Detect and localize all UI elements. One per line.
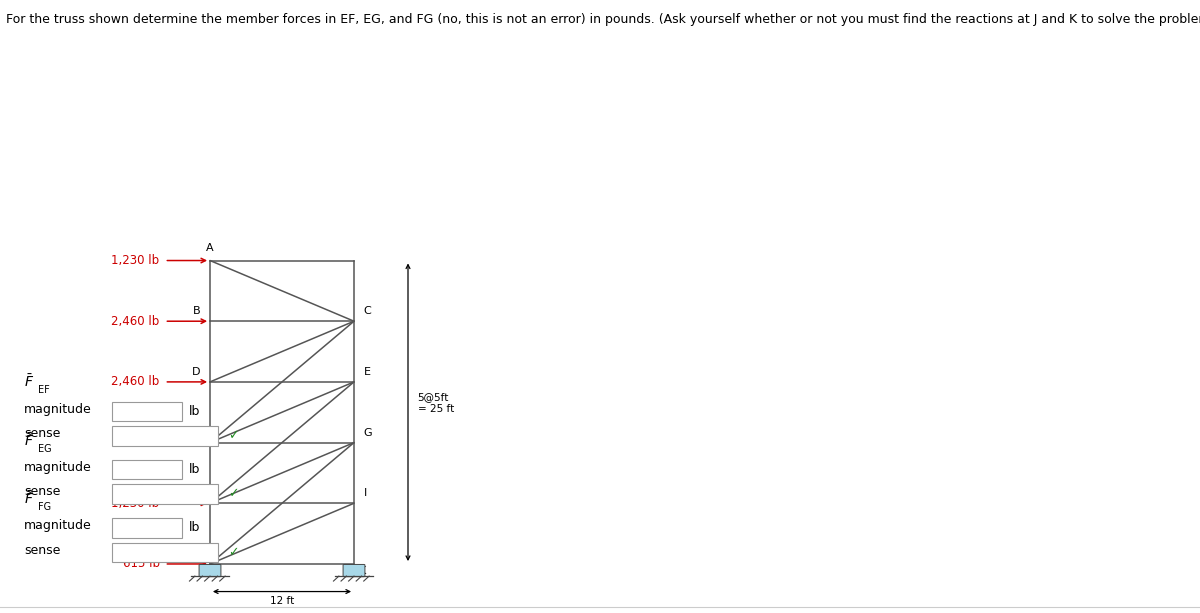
Text: $\bar{F}$: $\bar{F}$ xyxy=(24,432,34,449)
Text: $\bar{F}$: $\bar{F}$ xyxy=(24,374,34,390)
Text: sense: sense xyxy=(24,485,60,498)
Text: ∨: ∨ xyxy=(202,489,210,499)
Text: magnitude: magnitude xyxy=(24,519,91,532)
Text: lb: lb xyxy=(188,405,199,418)
Text: C: C xyxy=(364,306,371,316)
Text: lb: lb xyxy=(188,463,199,476)
Text: 2,460 lb: 2,460 lb xyxy=(112,314,160,328)
Text: tension: tension xyxy=(120,547,161,557)
FancyBboxPatch shape xyxy=(112,402,182,421)
FancyBboxPatch shape xyxy=(112,460,182,479)
FancyBboxPatch shape xyxy=(112,426,218,446)
Text: 1,230 lb: 1,230 lb xyxy=(112,497,160,510)
Text: B: B xyxy=(193,306,200,316)
Text: 5@5ft
= 25 ft: 5@5ft = 25 ft xyxy=(418,392,454,414)
Text: $\bar{F}$: $\bar{F}$ xyxy=(24,490,34,507)
Text: A: A xyxy=(206,243,214,253)
FancyBboxPatch shape xyxy=(199,565,221,577)
Text: H: H xyxy=(192,489,200,498)
Text: 1,845 lb: 1,845 lb xyxy=(112,436,160,449)
Text: For the truss shown determine the member forces in EF, EG, and FG (no, this is n: For the truss shown determine the member… xyxy=(6,13,1200,26)
Text: 1,230 lb: 1,230 lb xyxy=(112,254,160,267)
Text: compression: compression xyxy=(120,431,191,441)
Text: magnitude: magnitude xyxy=(24,461,91,474)
Text: FG: FG xyxy=(38,502,52,512)
Text: magnitude: magnitude xyxy=(24,403,91,416)
FancyBboxPatch shape xyxy=(112,484,218,504)
Text: ✓: ✓ xyxy=(228,429,239,443)
Text: E: E xyxy=(364,367,371,377)
Text: ✓: ✓ xyxy=(228,487,239,501)
Text: F: F xyxy=(194,428,200,438)
Text: 615 lb: 615 lb xyxy=(122,557,160,571)
FancyBboxPatch shape xyxy=(343,565,365,577)
Text: K: K xyxy=(359,566,366,576)
Text: lb: lb xyxy=(188,521,199,535)
Text: J: J xyxy=(202,566,205,576)
Text: I: I xyxy=(364,489,367,498)
Text: D: D xyxy=(192,367,200,377)
Text: ✓: ✓ xyxy=(228,546,239,559)
Text: sense: sense xyxy=(24,544,60,557)
Text: tension: tension xyxy=(120,489,161,499)
Text: ∨: ∨ xyxy=(202,431,210,441)
Text: 2,460 lb: 2,460 lb xyxy=(112,375,160,389)
FancyBboxPatch shape xyxy=(112,518,182,538)
Text: 12 ft: 12 ft xyxy=(270,596,294,606)
Text: sense: sense xyxy=(24,427,60,440)
Text: EG: EG xyxy=(38,444,52,454)
FancyBboxPatch shape xyxy=(112,543,218,562)
Text: EF: EF xyxy=(38,386,50,395)
Text: G: G xyxy=(364,428,372,438)
Text: ∨: ∨ xyxy=(202,547,210,557)
